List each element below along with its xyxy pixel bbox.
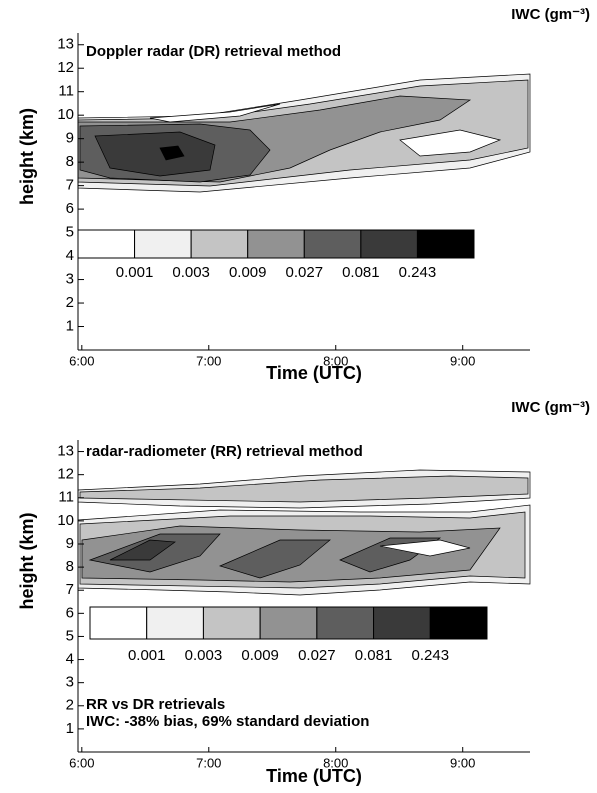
y-tick-label: 3 (66, 271, 74, 288)
colorbar-tick-label: 0.081 (342, 264, 380, 281)
contour-region (149, 103, 281, 123)
y-tick-label: 10 (57, 106, 74, 123)
colorbar-swatch (202, 606, 261, 640)
x-tick-label: 6:00 (69, 755, 94, 770)
y-tick-label: 9 (66, 130, 74, 147)
colorbar-swatch (134, 229, 192, 259)
colorbar-swatch (89, 606, 148, 640)
colorbar-tick-label: 0.009 (229, 264, 267, 281)
colorbar-tick-label: 0.001 (128, 647, 166, 664)
x-tick-label: 9:00 (450, 353, 475, 368)
y-tick-label: 2 (66, 294, 74, 311)
annotation: RR vs DR retrievals (86, 696, 225, 713)
contour-field (77, 469, 531, 596)
y-tick-label: 1 (66, 317, 74, 334)
x-tick-label: 8:00 (323, 353, 348, 368)
colorbar-tick-label: 0.243 (399, 264, 437, 281)
colorbar-tick-label: 0.243 (412, 647, 450, 664)
colorbar-tick-label: 0.009 (241, 647, 279, 664)
y-tick-label: 5 (66, 627, 74, 644)
y-tick-label: 6 (66, 604, 74, 621)
y-tick-label: 9 (66, 535, 74, 552)
y-axis-label: height (km) (17, 512, 37, 609)
contour-region (109, 539, 176, 561)
colorbar-label: IWC (gm⁻³) (511, 399, 590, 416)
contour-region (399, 129, 502, 157)
contour-region (79, 475, 529, 503)
y-tick-label: 4 (66, 247, 74, 264)
y-tick-label: 7 (66, 581, 74, 598)
colorbar-tick-label: 0.081 (355, 647, 393, 664)
colorbar-tick-label: 0.027 (286, 264, 324, 281)
colorbar-swatch (247, 229, 305, 259)
y-tick-label: 1 (66, 720, 74, 737)
y-tick-label: 8 (66, 153, 74, 170)
x-tick-label: 8:00 (323, 755, 348, 770)
colorbar-tick-label: 0.001 (116, 264, 154, 281)
x-axis-label: Time (UTC) (266, 363, 362, 383)
panel-title: Doppler radar (DR) retrieval method (86, 43, 341, 60)
x-tick-label: 9:00 (450, 755, 475, 770)
contour-region (379, 539, 471, 557)
y-tick-label: 7 (66, 177, 74, 194)
y-tick-label: 6 (66, 200, 74, 217)
y-tick-label: 11 (58, 83, 74, 100)
colorbar-swatch (316, 606, 375, 640)
y-tick-label: 10 (57, 512, 74, 529)
colorbar-tick-label: 0.027 (298, 647, 336, 664)
colorbar-tick-label: 0.003 (172, 264, 210, 281)
y-tick-label: 3 (66, 674, 74, 691)
y-tick-label: 11 (58, 489, 74, 506)
annotation: IWC: -38% bias, 69% standard deviation (86, 713, 369, 730)
colorbar-swatch (373, 606, 431, 640)
contour-region (218, 539, 331, 579)
y-axis-label: height (km) (17, 108, 37, 205)
contour-region (94, 131, 216, 177)
colorbar-swatch (429, 606, 488, 640)
contour-region (159, 145, 185, 161)
y-tick-label: 13 (57, 443, 74, 460)
y-tick-label: 13 (57, 36, 74, 53)
panel-title: radar-radiometer (RR) retrieval method (86, 443, 363, 460)
y-tick-label: 8 (66, 558, 74, 575)
colorbar-tick-label: 0.003 (185, 647, 223, 664)
y-tick-label: 2 (66, 697, 74, 714)
x-tick-label: 7:00 (196, 353, 221, 368)
x-axis-label: Time (UTC) (266, 766, 362, 786)
colorbar-swatch (146, 606, 204, 640)
colorbar-swatch (303, 229, 362, 259)
y-tick-label: 12 (57, 59, 74, 76)
contour-field (77, 73, 531, 193)
y-tick-label: 5 (66, 224, 74, 241)
colorbar-swatch (360, 229, 418, 259)
colorbar-swatch (190, 229, 249, 259)
y-tick-label: 4 (66, 651, 74, 668)
colorbar-swatch (416, 229, 475, 259)
y-tick-label: 12 (57, 466, 74, 483)
colorbar-label: IWC (gm⁻³) (511, 6, 590, 23)
colorbar-swatch (259, 606, 318, 640)
x-tick-label: 7:00 (196, 755, 221, 770)
x-tick-label: 6:00 (69, 353, 94, 368)
colorbar-swatch (77, 229, 136, 259)
